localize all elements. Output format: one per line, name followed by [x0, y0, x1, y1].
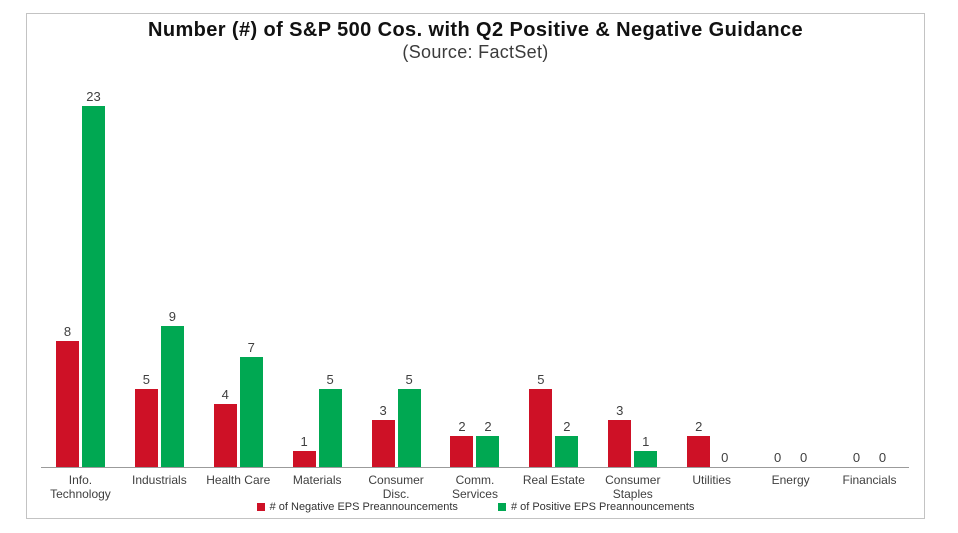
data-label: 7 — [247, 340, 255, 356]
positive-bar — [397, 388, 421, 467]
data-label: 2 — [563, 418, 571, 434]
positive-bar — [555, 435, 579, 467]
negative-bar — [450, 435, 474, 467]
negative-series-swatch-icon — [256, 503, 265, 511]
chart-title: Number (#) of S&P 500 Cos. with Q2 Posit… — [148, 19, 803, 41]
positive-bar-column: 5 — [318, 371, 342, 467]
bar-group: 8 23 — [41, 87, 120, 467]
negative-bar — [529, 388, 553, 467]
positive-bar — [160, 325, 184, 467]
x-axis-label: Comm. Services — [451, 473, 498, 501]
negative-bar-column: 8 — [55, 324, 79, 467]
positive-bar — [81, 105, 105, 467]
positive-bar — [318, 388, 342, 467]
data-label: 5 — [537, 371, 545, 387]
positive-bar-column: 5 — [397, 371, 421, 467]
legend-item-negative: # of Negative EPS Preannouncements — [256, 501, 458, 513]
negative-bar-column: 5 — [529, 371, 553, 467]
data-label: 1 — [642, 434, 650, 450]
x-axis-label: Info. Technology — [50, 473, 111, 501]
data-label: 8 — [63, 324, 72, 340]
legend: # of Negative EPS Preannouncements # of … — [27, 501, 924, 513]
positive-bar-column: 0 — [713, 450, 736, 467]
positive-series-swatch-icon — [497, 503, 506, 511]
data-label: 0 — [773, 450, 782, 465]
legend-label-positive: # of Positive EPS Preannouncements — [510, 501, 695, 513]
positive-bar — [634, 451, 658, 467]
x-axis-label: Consumer Disc. — [368, 473, 424, 501]
negative-bar — [608, 419, 632, 467]
x-axis-label: Utilities — [692, 473, 732, 487]
negative-bar-column: 0 — [766, 450, 789, 467]
negative-bar-column: 0 — [845, 450, 868, 467]
x-axis-label: Consumer Staples — [605, 473, 661, 501]
positive-bar-column: 2 — [476, 418, 500, 467]
positive-bar-column: 9 — [160, 308, 184, 467]
data-label: 1 — [300, 434, 308, 450]
negative-bar — [687, 435, 711, 467]
positive-bar — [476, 435, 500, 467]
negative-bar — [292, 451, 316, 467]
plot-area: 8 23 5 9 4 7 1 5 3 5 2 2 5 2 3 1 2 0 0 0 0 0 — [41, 87, 909, 467]
negative-bar-column: 3 — [371, 402, 395, 467]
positive-bar-column: 2 — [555, 418, 579, 467]
chart-frame: Number (#) of S&P 500 Cos. with Q2 Posit… — [26, 13, 925, 519]
positive-bar-column: 1 — [634, 434, 658, 467]
negative-bar — [371, 419, 395, 467]
x-axis-label: Energy — [771, 473, 810, 487]
data-label: 3 — [616, 402, 624, 418]
data-label: 23 — [86, 88, 101, 104]
negative-bar-column: 1 — [292, 434, 316, 467]
data-label: 2 — [484, 418, 492, 434]
data-label: 5 — [326, 371, 334, 387]
data-label: 0 — [721, 450, 729, 465]
data-label: 0 — [799, 450, 808, 465]
negative-bar-column: 2 — [450, 418, 474, 467]
data-label: 4 — [221, 387, 229, 403]
positive-bar-column: 0 — [792, 450, 815, 467]
legend-label-negative: # of Negative EPS Preannouncements — [269, 501, 458, 513]
data-label: 5 — [405, 371, 413, 387]
data-label: 9 — [168, 308, 176, 324]
negative-bar — [55, 341, 79, 467]
data-label: 2 — [458, 418, 466, 434]
x-axis-label: Industrials — [132, 473, 187, 487]
data-label: 5 — [142, 371, 150, 387]
positive-bar-column: 0 — [871, 450, 894, 467]
chart-subtitle: (Source: FactSet) — [402, 42, 549, 62]
positive-bar — [239, 357, 263, 467]
positive-bar-column: 23 — [81, 88, 105, 467]
negative-bar-column: 2 — [687, 418, 711, 467]
data-label: 0 — [852, 450, 861, 465]
x-axis-line — [41, 467, 909, 468]
negative-bar-column: 5 — [134, 371, 158, 467]
negative-bar — [134, 388, 158, 467]
x-axis-labels: Info. Technology Industrials Health Care Ma… — [41, 473, 909, 501]
negative-bar-column: 3 — [608, 402, 632, 467]
x-axis-label: Materials — [292, 473, 342, 487]
negative-bar-column: 4 — [213, 387, 237, 467]
x-axis-label: Health Care — [206, 473, 271, 487]
data-label: 0 — [878, 450, 887, 465]
x-axis-label: Financials — [842, 473, 897, 487]
x-axis-label: Real Estate — [522, 473, 585, 487]
data-label: 2 — [695, 418, 703, 434]
negative-bar — [213, 404, 237, 467]
data-label: 3 — [379, 402, 387, 418]
positive-bar-column: 7 — [239, 340, 263, 467]
legend-item-positive: # of Positive EPS Preannouncements — [497, 501, 695, 513]
